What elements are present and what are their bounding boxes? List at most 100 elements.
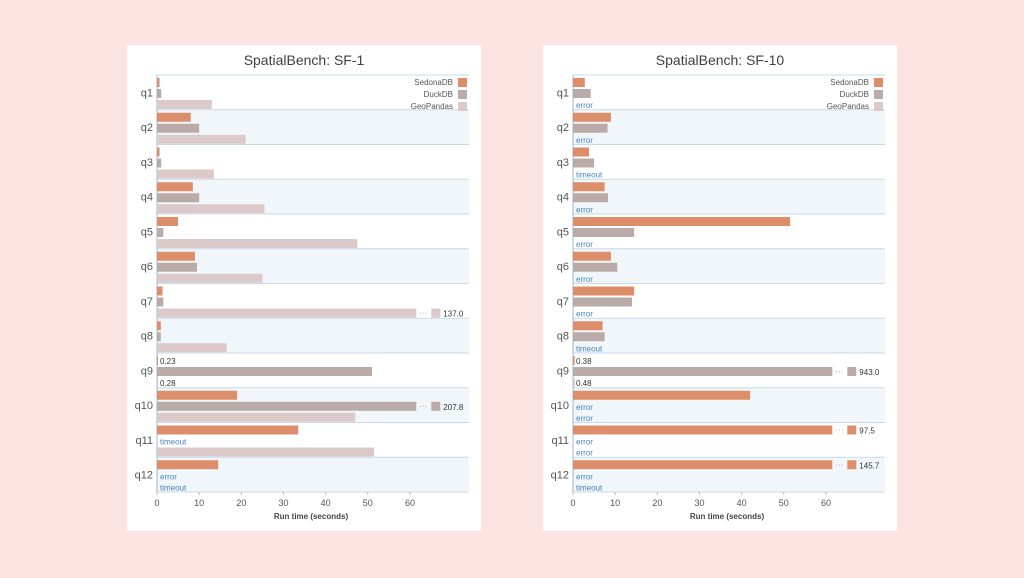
bar-sedonadb (157, 460, 219, 470)
x-tick-label: 20 (652, 498, 662, 508)
bar-value-label: 0.38 (576, 357, 592, 366)
row-band (573, 109, 885, 145)
category-label: q7 (141, 296, 153, 308)
bar-sedonadb (573, 460, 833, 470)
bar-duckdb (573, 262, 618, 272)
legend-swatch (874, 90, 883, 99)
bar-geopandas (157, 100, 212, 109)
bar-value-label: 0.28 (160, 379, 176, 388)
bar-geopandas (157, 308, 417, 318)
legend-swatch (458, 78, 467, 87)
axis-break-dots: ··· (419, 309, 427, 318)
bar-geopandas (573, 378, 576, 387)
bar-duckdb (573, 297, 633, 307)
axis-break-dots: ··· (419, 402, 427, 411)
bar-duckdb (157, 332, 161, 342)
category-label: q12 (551, 470, 569, 482)
bar-geopandas (157, 169, 214, 179)
bar-duckdb (157, 158, 162, 168)
status-annotation: error (576, 275, 593, 284)
status-annotation: error (576, 310, 593, 319)
category-label: q1 (141, 87, 153, 99)
status-annotation: timeout (576, 483, 603, 492)
status-annotation: error (576, 438, 593, 447)
category-label: q6 (141, 261, 153, 273)
row-band (573, 179, 885, 214)
chart-title: SpatialBench: SF-1 (243, 52, 365, 68)
bar-duckdb (157, 401, 417, 411)
bar-duckdb (573, 332, 605, 342)
bar-value-label: 943.0 (859, 368, 880, 377)
category-label: q4 (141, 192, 153, 204)
bar-sedonadb (157, 112, 191, 122)
category-label: q3 (141, 157, 153, 169)
bar-value-label: 207.8 (443, 403, 464, 412)
bar-sedonadb (157, 78, 160, 87)
category-label: q5 (141, 226, 153, 238)
category-label: q9 (557, 365, 569, 377)
status-annotation: error (576, 101, 593, 110)
x-tick-label: 60 (821, 498, 831, 508)
chart-panel-sf1: SpatialBench: SF-1 q1 q2 q3 q4 q5 q6 q7 q8 q9 q10… (127, 45, 481, 531)
status-annotation: error (576, 205, 593, 214)
bar-geopandas (157, 134, 246, 144)
x-tick-label: 60 (405, 498, 415, 508)
category-label: q8 (141, 331, 153, 343)
bar-duckdb (573, 228, 635, 237)
x-tick-label: 30 (278, 498, 288, 508)
category-label: q4 (557, 192, 569, 204)
bar-sedonadb (573, 217, 791, 226)
bar-duckdb (157, 193, 200, 203)
bar-geopandas (157, 378, 159, 387)
x-tick-label: 40 (321, 498, 331, 508)
legend-label: SedonaDB (414, 78, 453, 87)
status-annotation: error (576, 414, 593, 423)
x-axis-label: Run time (seconds) (274, 512, 349, 521)
status-annotation: error (576, 472, 593, 481)
bar-sedonadb (573, 425, 833, 435)
bar-sedonadb (157, 147, 160, 157)
bar-sedonadb (573, 112, 611, 122)
status-annotation: error (576, 449, 593, 458)
bar-duckdb (573, 367, 833, 376)
bar-duckdb (573, 158, 595, 168)
bar-sedonadb (157, 425, 299, 435)
row-band (573, 248, 885, 284)
bar-geopandas (157, 204, 265, 214)
x-tick-label: 50 (779, 498, 789, 508)
status-annotation: timeout (576, 171, 603, 180)
category-label: q7 (557, 296, 569, 308)
bar-duckdb (157, 367, 373, 376)
bar-value-label: 97.5 (859, 427, 875, 436)
bar-duckdb (573, 123, 608, 133)
bar-sedonadb (573, 78, 585, 87)
status-annotation: error (576, 240, 593, 249)
bar-break-marker (431, 401, 441, 411)
status-annotation: error (576, 403, 593, 412)
x-tick-label: 20 (236, 498, 246, 508)
legend-label: SedonaDB (830, 78, 869, 87)
row-band (573, 318, 885, 353)
category-label: q6 (557, 261, 569, 273)
bar-geopandas (157, 239, 358, 248)
legend-swatch (458, 102, 467, 111)
bar-value-label: 137.0 (443, 310, 464, 319)
legend-swatch (874, 102, 883, 111)
bar-break-marker (431, 308, 441, 318)
x-tick-label: 10 (194, 498, 204, 508)
bar-break-marker (847, 425, 857, 435)
bar-duckdb (573, 193, 608, 203)
x-axis-label: Run time (seconds) (690, 512, 765, 521)
x-tick-label: 50 (363, 498, 373, 508)
bar-duckdb (157, 262, 198, 272)
legend-label: GeoPandas (827, 102, 869, 111)
bar-sedonadb (157, 356, 158, 365)
axis-break-dots: ··· (835, 426, 843, 435)
category-label: q8 (557, 331, 569, 343)
bar-duckdb (157, 228, 164, 237)
status-annotation: error (576, 136, 593, 145)
x-tick-label: 0 (154, 498, 159, 508)
bar-duckdb (157, 89, 162, 98)
status-annotation: timeout (576, 344, 603, 353)
category-label: q1 (557, 87, 569, 99)
